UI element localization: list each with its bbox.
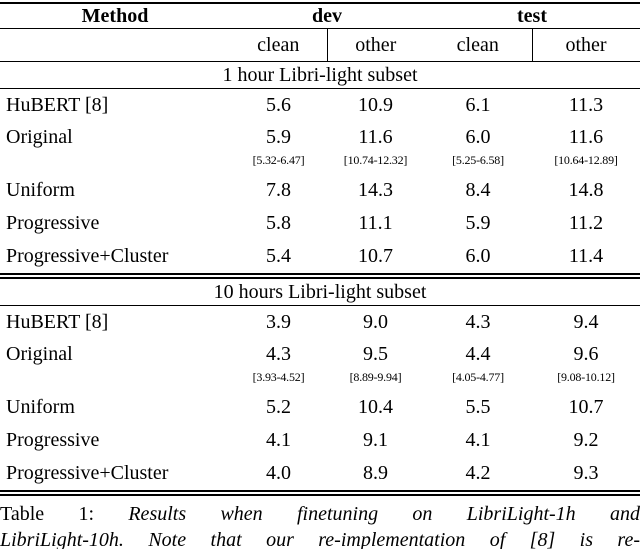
value-cell: 5.9 [465, 212, 491, 234]
value-cell: 6.1 [465, 94, 491, 116]
method-cell: Original [6, 126, 73, 148]
value-cell: 9.0 [363, 311, 388, 333]
table-row: Progressive+Cluster 5.4 10.7 6.0 11.4 [0, 240, 640, 276]
method-cell: Progressive+Cluster [6, 245, 169, 267]
value-cell: 5.8 [266, 212, 291, 234]
subheader-dev-clean: clean [230, 28, 328, 62]
ci-cell: [8.89-9.94] [349, 370, 402, 384]
table-header-row: Method dev test [0, 3, 640, 29]
ci-cell: [9.08-10.12] [557, 370, 615, 384]
value-cell: 10.7 [358, 245, 393, 267]
value-cell: 7.8 [266, 179, 291, 201]
value-cell: 11.6 [568, 126, 604, 148]
caption-label: Table 1: [0, 503, 95, 525]
value-cell: 4.2 [465, 462, 491, 484]
value-cell: 11.2 [568, 212, 604, 234]
table-subheader-row: clean other clean other [0, 28, 640, 62]
value-cell: 6.0 [465, 245, 491, 267]
section-title-row-1h: 1 hour Libri-light subset [0, 61, 640, 89]
confidence-interval-row: [5.32-6.47] [10.74-12.32] [5.25-6.58] [1… [0, 153, 640, 174]
value-cell: 4.3 [465, 311, 491, 333]
value-cell: 11.3 [568, 94, 604, 116]
method-cell: Progressive+Cluster [6, 462, 169, 484]
value-cell: 10.7 [568, 396, 604, 418]
table-row: HuBERT [8] 3.9 9.0 4.3 9.4 [0, 306, 640, 340]
caption-line-2: LibriLight-10h. Note that our re-impleme… [0, 529, 640, 549]
ci-cell: [10.64-12.89] [554, 153, 618, 167]
value-cell: 4.0 [266, 462, 291, 484]
empty-cell [0, 370, 230, 391]
method-cell: Progressive [6, 429, 100, 451]
value-cell: 8.9 [363, 462, 388, 484]
results-table: Method dev test clean other clean other … [0, 2, 640, 496]
ci-cell: [10.74-12.32] [343, 153, 408, 167]
table-row: Progressive 4.1 9.1 4.1 9.2 [0, 424, 640, 457]
value-cell: 9.4 [573, 311, 599, 333]
method-cell: Uniform [6, 179, 75, 201]
method-cell: Progressive [6, 212, 100, 234]
table-row: Uniform 5.2 10.4 5.5 10.7 [0, 391, 640, 424]
value-cell: 9.1 [363, 429, 388, 451]
value-cell: 14.3 [358, 179, 393, 201]
value-cell: 6.0 [465, 126, 491, 148]
table-row: Progressive 5.8 11.1 5.9 11.2 [0, 207, 640, 240]
ci-cell: [5.32-6.47] [252, 153, 305, 167]
caption-line-1: Table 1: Results when finetuning on Libr… [0, 501, 640, 527]
table-row: Uniform 7.8 14.3 8.4 14.8 [0, 174, 640, 207]
value-cell: 10.4 [358, 396, 393, 418]
ci-cell: [4.05-4.77] [452, 370, 504, 384]
value-cell: 9.6 [573, 343, 599, 365]
value-cell: 4.3 [266, 343, 291, 365]
value-cell: 9.2 [573, 429, 599, 451]
col-header-test: test [424, 3, 640, 29]
subheader-test-clean: clean [424, 28, 533, 62]
value-cell: 8.4 [465, 179, 491, 201]
method-cell: Original [6, 343, 73, 365]
value-cell: 11.4 [568, 245, 604, 267]
method-cell: HuBERT [8] [6, 311, 109, 333]
subheader-test-other: other [532, 28, 640, 62]
method-cell: HuBERT [8] [6, 94, 109, 116]
value-cell: 9.3 [573, 462, 599, 484]
value-cell: 4.1 [266, 429, 291, 451]
value-cell: 3.9 [266, 311, 291, 333]
ci-cell: [5.25-6.58] [452, 153, 504, 167]
value-cell: 14.8 [568, 179, 604, 201]
ci-cell: [3.93-4.52] [252, 370, 305, 384]
table-row: Original 5.9 11.6 6.0 11.6 [0, 122, 640, 153]
value-cell: 5.9 [266, 126, 291, 148]
caption-text-1: Results when finetuning on LibriLight-1h… [128, 503, 640, 525]
value-cell: 11.1 [358, 212, 393, 234]
table-row: Progressive+Cluster 4.0 8.9 4.2 9.3 [0, 457, 640, 493]
empty-cell [0, 153, 230, 174]
value-cell: 11.6 [358, 126, 393, 148]
section-title: 1 hour Libri-light subset [0, 61, 640, 89]
col-header-method: Method [0, 3, 230, 29]
col-header-dev: dev [230, 3, 424, 29]
table-row: HuBERT [8] 5.6 10.9 6.1 11.3 [0, 89, 640, 123]
subheader-dev-other: other [327, 28, 424, 62]
table-row: Original 4.3 9.5 4.4 9.6 [0, 339, 640, 370]
value-cell: 5.4 [266, 245, 291, 267]
empty-cell [0, 28, 230, 62]
value-cell: 4.1 [465, 429, 491, 451]
section-title-row-10h: 10 hours Libri-light subset [0, 273, 640, 306]
value-cell: 5.6 [266, 94, 291, 116]
table-caption: Table 1: Results when finetuning on Libr… [0, 501, 640, 549]
section-title: 10 hours Libri-light subset [0, 273, 640, 306]
value-cell: 9.5 [363, 343, 388, 365]
value-cell: 5.2 [266, 396, 291, 418]
value-cell: 5.5 [465, 396, 491, 418]
confidence-interval-row: [3.93-4.52] [8.89-9.94] [4.05-4.77] [9.0… [0, 370, 640, 391]
value-cell: 10.9 [358, 94, 393, 116]
value-cell: 4.4 [465, 343, 491, 365]
method-cell: Uniform [6, 396, 75, 418]
